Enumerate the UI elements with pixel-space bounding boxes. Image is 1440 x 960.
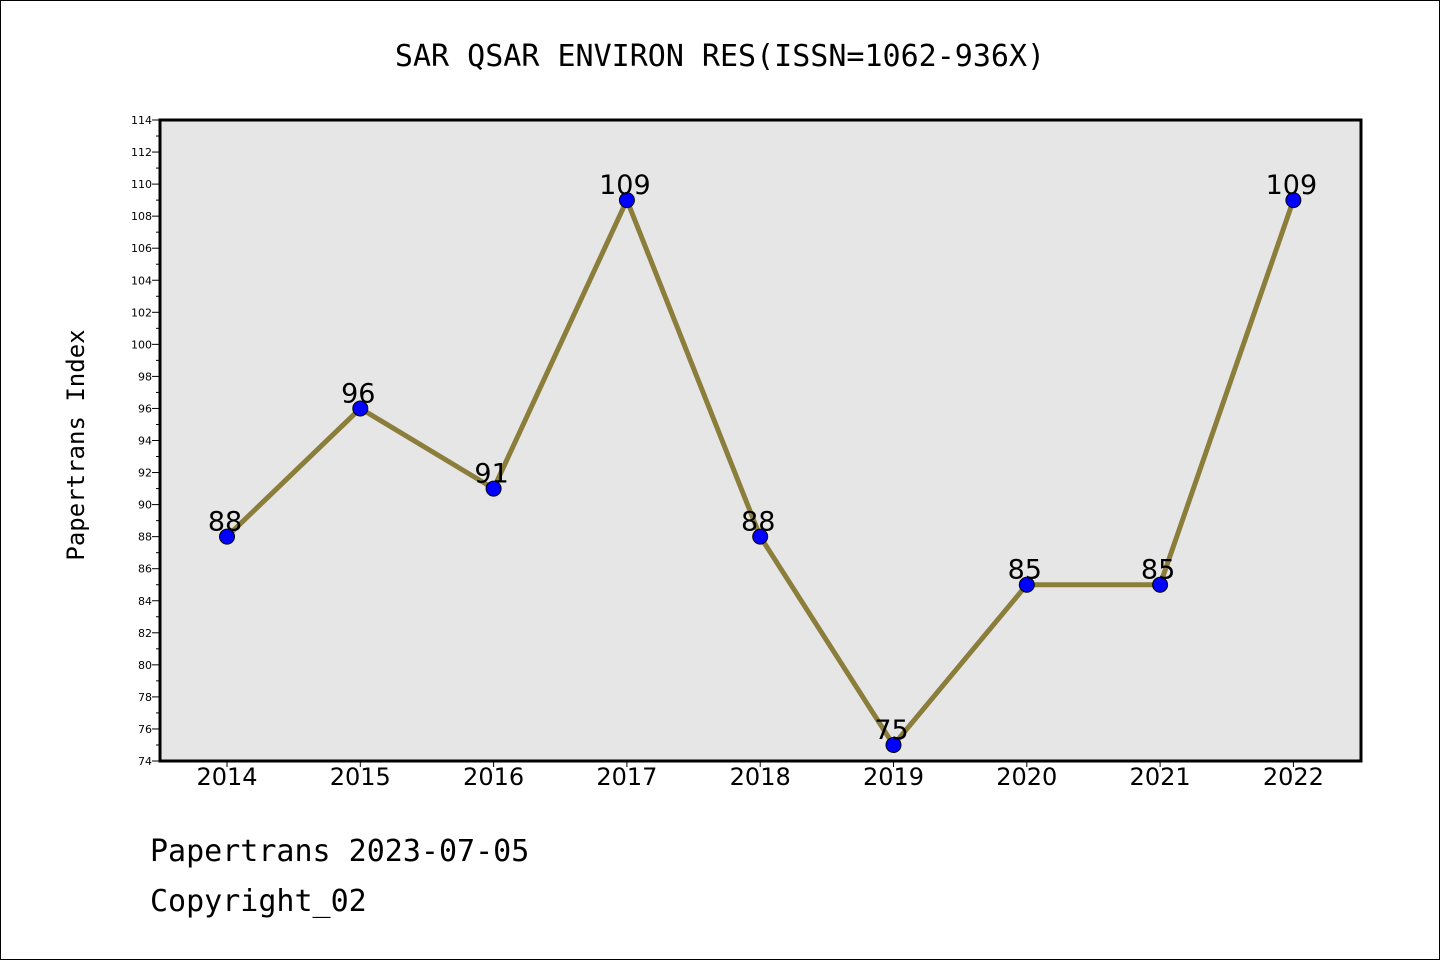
x-axis-ticks: 2014 2015 2016 2017 2018 2019 2020 2021 2022 [196,761,1324,791]
y-axis-label: Papertrans Index [62,329,90,560]
y-tick-label: 106 [131,242,152,255]
chart-title: SAR QSAR ENVIRON RES(ISSN=1062-936X) [395,39,1045,74]
data-point [485,480,502,497]
y-tick-label: 80 [138,659,152,672]
x-tick-label: 2020 [996,763,1057,791]
x-tick-label: 2016 [463,763,524,791]
y-tick-label: 90 [138,499,152,512]
y-tick-label: 102 [131,306,152,319]
data-point [885,736,902,753]
data-point [1018,576,1035,593]
plot-area [158,118,1363,763]
x-tick-label: 2015 [330,763,391,791]
y-tick-label: 84 [138,595,152,608]
data-point [1285,192,1302,209]
y-tick-label: 108 [131,210,152,223]
y-tick-label: 94 [138,435,152,448]
y-tick-label: 92 [138,467,152,480]
x-tick-label: 2021 [1130,763,1191,791]
data-label: 91 [474,459,508,490]
data-label: 85 [1141,555,1175,586]
footer-copyright-text: Copyright_02 [150,884,367,919]
y-tick-label: 110 [131,178,152,191]
data-point [352,400,369,417]
y-tick-label: 82 [138,627,152,640]
y-tick-label: 86 [138,563,152,576]
data-point [219,528,235,545]
data-label: 109 [599,170,651,201]
y-tick-label: 78 [138,691,152,704]
x-tick-label: 2017 [596,763,657,791]
y-tick-label: 74 [138,755,152,768]
x-tick-label: 2014 [196,763,257,791]
data-label: 109 [1266,170,1318,201]
x-tick-label: 2019 [863,763,924,791]
y-tick-label: 88 [138,531,152,544]
y-tick-label: 100 [131,338,152,351]
y-tick-label: 104 [131,274,152,287]
y-tick-label: 98 [138,370,152,383]
y-tick-label: 96 [138,402,152,415]
data-point [1152,576,1169,593]
y-tick-label: 112 [131,146,152,159]
data-label: 88 [741,507,775,538]
data-point [752,528,769,545]
data-label: 96 [341,378,375,409]
data-label: 75 [874,715,908,746]
data-labels: 88 96 91 109 88 75 85 85 109 [208,170,1317,746]
y-tick-label: 114 [131,114,152,127]
y-axis-ticks: 74 76 78 80 82 84 86 88 90 92 94 96 98 100 102 104 106 10… [131,114,160,768]
footer-date-text: Papertrans 2023-07-05 [150,834,530,869]
data-label: 85 [1008,555,1042,586]
x-tick-label: 2018 [730,763,791,791]
y-tick-label: 76 [138,723,152,736]
x-tick-label: 2022 [1263,763,1324,791]
series-layer [219,192,1302,753]
data-label: 88 [208,507,242,538]
data-point [618,192,635,209]
